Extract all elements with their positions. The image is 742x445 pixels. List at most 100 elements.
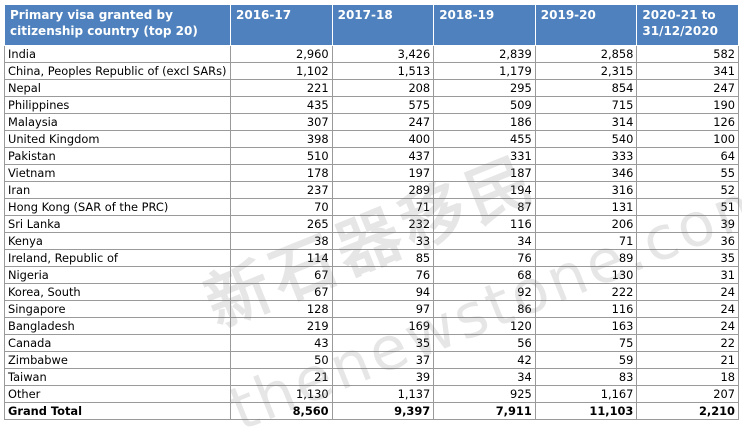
table-row: Zimbabwe 50 37 42 59 21 xyxy=(5,352,739,369)
value-cell: 51 xyxy=(637,199,739,216)
value-cell: 187 xyxy=(434,165,536,182)
value-cell: 237 xyxy=(231,182,333,199)
country-cell: Nepal xyxy=(5,80,231,97)
value-cell: 190 xyxy=(637,97,739,114)
value-cell: 1,130 xyxy=(231,386,333,403)
country-cell: Ireland, Republic of xyxy=(5,250,231,267)
value-cell: 131 xyxy=(535,199,637,216)
value-cell: 398 xyxy=(231,131,333,148)
value-cell: 289 xyxy=(332,182,434,199)
value-cell: 2,839 xyxy=(434,46,536,63)
value-cell: 247 xyxy=(332,114,434,131)
value-cell: 1,167 xyxy=(535,386,637,403)
header-2019-20: 2019-20 xyxy=(535,5,637,46)
value-cell: 37 xyxy=(332,352,434,369)
value-cell: 265 xyxy=(231,216,333,233)
total-row: Grand Total 8,560 9,397 7,911 11,103 2,210 xyxy=(5,403,739,420)
value-cell: 455 xyxy=(434,131,536,148)
value-cell: 295 xyxy=(434,80,536,97)
value-cell: 56 xyxy=(434,335,536,352)
value-cell: 38 xyxy=(231,233,333,250)
value-cell: 92 xyxy=(434,284,536,301)
value-cell: 1,102 xyxy=(231,63,333,80)
country-cell: Singapore xyxy=(5,301,231,318)
value-cell: 59 xyxy=(535,352,637,369)
value-cell: 34 xyxy=(434,233,536,250)
table-row: Pakistan 510 437 331 333 64 xyxy=(5,148,739,165)
value-cell: 3,426 xyxy=(332,46,434,63)
value-cell: 400 xyxy=(332,131,434,148)
value-cell: 437 xyxy=(332,148,434,165)
table-row: United Kingdom 398 400 455 540 100 xyxy=(5,131,739,148)
value-cell: 35 xyxy=(637,250,739,267)
country-cell: Pakistan xyxy=(5,148,231,165)
value-cell: 35 xyxy=(332,335,434,352)
value-cell: 126 xyxy=(637,114,739,131)
country-cell: Nigeria xyxy=(5,267,231,284)
value-cell: 116 xyxy=(434,216,536,233)
country-cell: Kenya xyxy=(5,233,231,250)
country-cell: Other xyxy=(5,386,231,403)
table-row: Vietnam 178 197 187 346 55 xyxy=(5,165,739,182)
header-country: Primary visa granted by citizenship coun… xyxy=(5,5,231,46)
value-cell: 2,210 xyxy=(637,403,739,420)
value-cell: 42 xyxy=(434,352,536,369)
value-cell: 194 xyxy=(434,182,536,199)
country-cell: Bangladesh xyxy=(5,318,231,335)
value-cell: 186 xyxy=(434,114,536,131)
country-cell: Philippines xyxy=(5,97,231,114)
value-cell: 75 xyxy=(535,335,637,352)
visa-table: Primary visa granted by citizenship coun… xyxy=(4,4,739,420)
value-cell: 116 xyxy=(535,301,637,318)
value-cell: 24 xyxy=(637,284,739,301)
value-cell: 163 xyxy=(535,318,637,335)
header-2020-21: 2020-21 to 31/12/2020 xyxy=(637,5,739,46)
value-cell: 2,960 xyxy=(231,46,333,63)
country-cell: Korea, South xyxy=(5,284,231,301)
value-cell: 8,560 xyxy=(231,403,333,420)
table-body: India 2,960 3,426 2,839 2,858 582 China, Peopl… xyxy=(5,46,739,420)
table-row: Philippines 435 575 509 715 190 xyxy=(5,97,739,114)
country-cell: India xyxy=(5,46,231,63)
value-cell: 247 xyxy=(637,80,739,97)
value-cell: 715 xyxy=(535,97,637,114)
table-row: Iran 237 289 194 316 52 xyxy=(5,182,739,199)
value-cell: 232 xyxy=(332,216,434,233)
value-cell: 67 xyxy=(231,284,333,301)
value-cell: 71 xyxy=(535,233,637,250)
country-cell: Hong Kong (SAR of the PRC) xyxy=(5,199,231,216)
value-cell: 43 xyxy=(231,335,333,352)
value-cell: 130 xyxy=(535,267,637,284)
table-row: Nigeria 67 76 68 130 31 xyxy=(5,267,739,284)
value-cell: 316 xyxy=(535,182,637,199)
value-cell: 68 xyxy=(434,267,536,284)
table-row: India 2,960 3,426 2,839 2,858 582 xyxy=(5,46,739,63)
value-cell: 21 xyxy=(231,369,333,386)
value-cell: 575 xyxy=(332,97,434,114)
table-row: Hong Kong (SAR of the PRC) 70 71 87 131 51 xyxy=(5,199,739,216)
value-cell: 346 xyxy=(535,165,637,182)
value-cell: 67 xyxy=(231,267,333,284)
value-cell: 39 xyxy=(637,216,739,233)
table-row: Malaysia 307 247 186 314 126 xyxy=(5,114,739,131)
value-cell: 510 xyxy=(231,148,333,165)
value-cell: 221 xyxy=(231,80,333,97)
country-cell: Taiwan xyxy=(5,369,231,386)
country-cell: Iran xyxy=(5,182,231,199)
table-row: Korea, South 67 94 92 222 24 xyxy=(5,284,739,301)
header-row: Primary visa granted by citizenship coun… xyxy=(5,5,739,46)
value-cell: 94 xyxy=(332,284,434,301)
value-cell: 540 xyxy=(535,131,637,148)
country-cell: Zimbabwe xyxy=(5,352,231,369)
country-cell: Grand Total xyxy=(5,403,231,420)
value-cell: 114 xyxy=(231,250,333,267)
table-row: Bangladesh 219 169 120 163 24 xyxy=(5,318,739,335)
value-cell: 2,315 xyxy=(535,63,637,80)
value-cell: 100 xyxy=(637,131,739,148)
table-row: Ireland, Republic of 114 85 76 89 35 xyxy=(5,250,739,267)
value-cell: 341 xyxy=(637,63,739,80)
value-cell: 2,858 xyxy=(535,46,637,63)
value-cell: 197 xyxy=(332,165,434,182)
value-cell: 39 xyxy=(332,369,434,386)
table-row: China, Peoples Republic of (excl SARs) 1,… xyxy=(5,63,739,80)
